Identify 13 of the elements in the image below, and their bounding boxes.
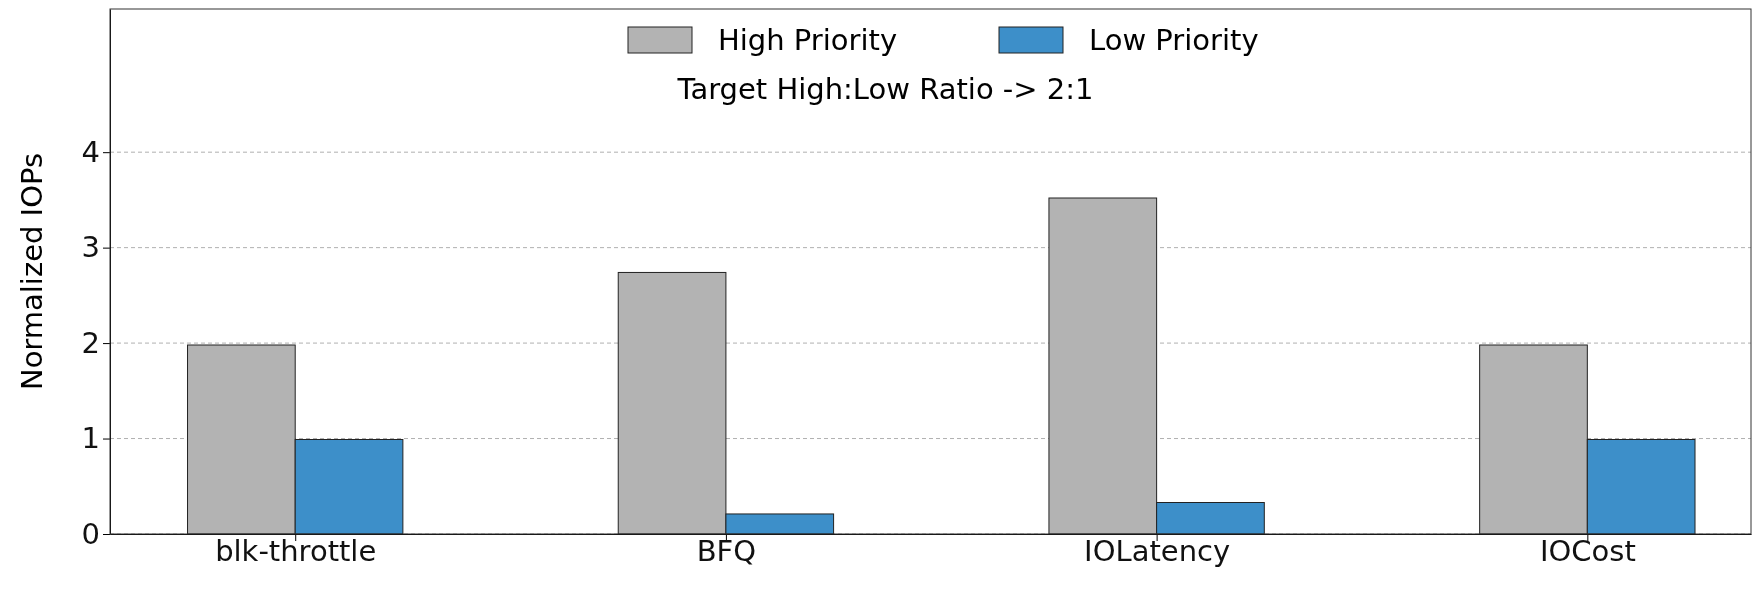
x-tick-label: IOCost (1539, 534, 1636, 569)
y-tick-label: 4 (81, 134, 100, 169)
y-tick-label: 1 (81, 421, 100, 456)
y-tick-label: 0 (81, 516, 100, 551)
annotation: Target High:Low Ratio -> 2:1 (676, 72, 1094, 106)
x-tick-label: IOLatency (1084, 534, 1231, 569)
x-tick-label: BFQ (696, 534, 757, 569)
x-tick-label: blk-throttle (215, 534, 377, 569)
y-tick-label: 2 (81, 325, 100, 360)
y-axis-title: Normalized IOPs (15, 152, 49, 391)
legend-label: High Priority (718, 23, 898, 58)
y-tick-label: 3 (81, 230, 100, 265)
legend-label: Low Priority (1089, 23, 1259, 58)
